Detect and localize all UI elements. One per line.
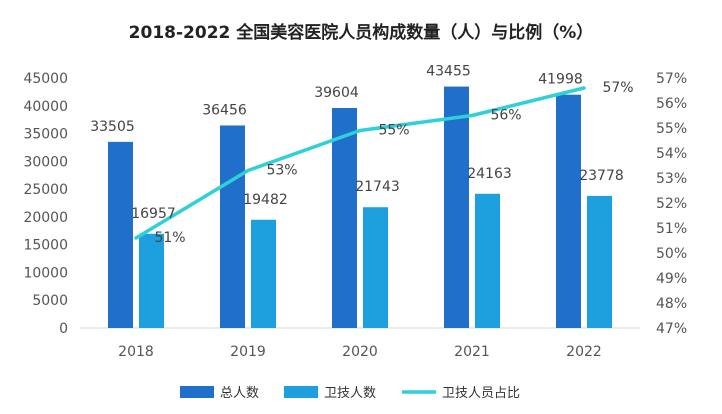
y-left-tick-label: 0	[59, 321, 68, 337]
y-left-tick-label: 5000	[32, 293, 68, 309]
legend-swatch-tech	[284, 386, 318, 398]
tech-value-label: 19482	[243, 192, 288, 208]
y-right-tick-label: 57%	[656, 71, 687, 87]
y-right-tick-label: 56%	[656, 96, 687, 112]
y-right-tick-label: 54%	[656, 146, 687, 162]
y-left-tick-label: 35000	[23, 127, 68, 143]
y-right-tick-label: 55%	[656, 121, 687, 137]
total-bar	[556, 94, 581, 328]
data-labels: 33505 16957 36456 19482 39604 21743 43455 24163…	[90, 64, 633, 246]
ratio-value-label: 57%	[602, 80, 633, 96]
tech-value-label: 23778	[579, 168, 624, 184]
tech-value-label: 16957	[131, 206, 176, 222]
y-right-tick-label: 48%	[656, 296, 687, 312]
total-bar	[444, 86, 469, 328]
tech-bar	[363, 207, 388, 328]
y-right-tick-label: 52%	[656, 196, 687, 212]
legend-label: 总人数	[220, 386, 259, 401]
y-left-tick-label: 40000	[23, 99, 68, 115]
y-right-tick-label: 47%	[656, 321, 687, 337]
legend: 总人数 卫技人数 卫技人员占比	[180, 386, 520, 401]
y-left-tick-label: 30000	[23, 154, 68, 170]
legend-label: 卫技人员占比	[442, 386, 520, 401]
total-value-label: 41998	[538, 72, 583, 88]
y-right-tick-label: 50%	[656, 246, 687, 262]
tech-value-label: 21743	[355, 179, 400, 195]
total-value-label: 36456	[202, 102, 247, 118]
ratio-value-label: 53%	[266, 163, 297, 179]
y-right-tick-label: 53%	[656, 171, 687, 187]
tech-bar	[587, 195, 612, 328]
y-left-tick-label: 45000	[23, 71, 68, 87]
total-value-label: 39604	[314, 85, 359, 101]
x-tick-label: 2021	[454, 344, 490, 360]
total-value-label: 33505	[90, 119, 135, 135]
x-tick-label: 2019	[230, 344, 266, 360]
ratio-value-label: 56%	[490, 108, 521, 124]
legend-swatch-total	[180, 386, 214, 398]
axes: 0 5000 10000 15000 20000 25000 30000 35000 40000…	[23, 71, 687, 360]
tech-bar	[475, 193, 500, 328]
y-left-tick-label: 15000	[23, 238, 68, 254]
ratio-line	[134, 86, 586, 240]
total-bar	[332, 107, 357, 328]
tech-bar	[139, 233, 164, 328]
x-tick-label: 2020	[342, 344, 378, 360]
tech-bar	[251, 219, 276, 328]
y-right-tick-label: 49%	[656, 271, 687, 287]
legend-label: 卫技人数	[324, 386, 376, 401]
total-value-label: 43455	[426, 64, 471, 80]
ratio-value-label: 55%	[378, 123, 409, 139]
y-left-tick-label: 20000	[23, 210, 68, 226]
bars	[108, 86, 612, 328]
ratio-value-label: 51%	[154, 230, 185, 246]
x-tick-label: 2022	[566, 344, 602, 360]
x-tick-label: 2018	[118, 344, 154, 360]
y-left-tick-label: 25000	[23, 182, 68, 198]
total-bar	[220, 125, 245, 328]
y-left-tick-label: 10000	[23, 265, 68, 281]
y-right-tick-label: 51%	[656, 221, 687, 237]
tech-value-label: 24163	[467, 166, 512, 182]
total-bar	[108, 141, 133, 328]
chart-title: 2018-2022 全国美容医院人员构成数量（人）与比例（%）	[129, 22, 594, 43]
